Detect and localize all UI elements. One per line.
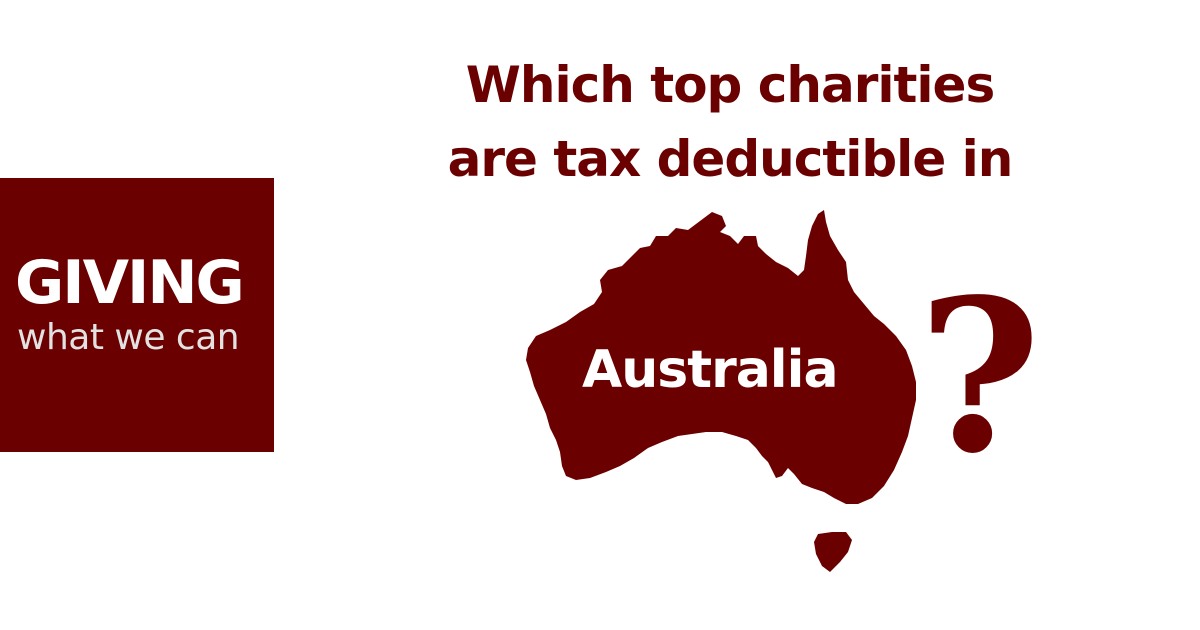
australia-mainland-shape [526,210,916,504]
headline: Which top charities are tax deductible i… [360,48,1100,196]
headline-line-1: Which top charities [465,56,995,114]
question-mark-icon: ? [918,253,1042,500]
logo-subtitle: what we can [17,317,240,358]
giving-what-we-can-logo [0,178,274,452]
country-label-australia: Australia [582,340,839,400]
tasmania-shape [814,532,852,572]
logo-title: GIVING [15,248,245,318]
headline-line-2: are tax deductible in [447,130,1014,188]
